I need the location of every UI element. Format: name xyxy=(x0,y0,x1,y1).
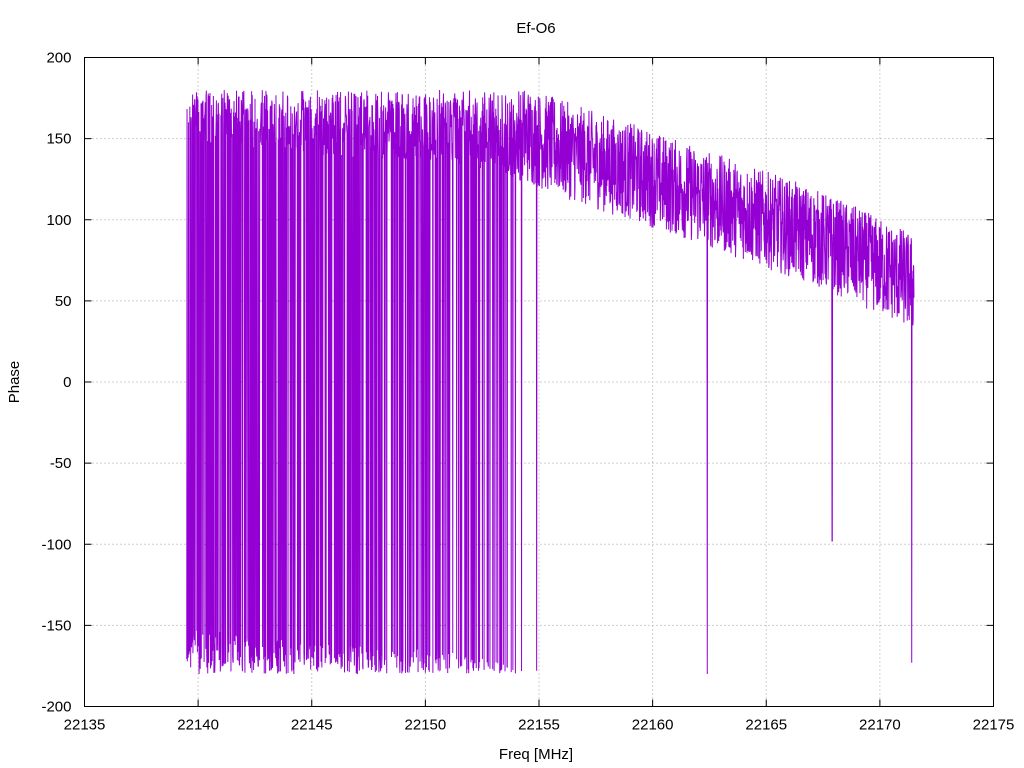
series-layer xyxy=(186,90,915,675)
x-tick-labels: 22135 22140 22145 22150 22155 22160 22165 22170… xyxy=(64,717,1015,734)
y-tick-label: 150 xyxy=(46,131,71,148)
y-tick-label: -200 xyxy=(41,699,71,716)
x-tick-label: 22145 xyxy=(291,717,333,734)
phase-series-line xyxy=(186,90,915,675)
chart-title: Ef-O6 xyxy=(516,20,555,37)
x-tick-label: 22175 xyxy=(973,717,1015,734)
x-tick-label: 22160 xyxy=(632,717,674,734)
y-tick-label: 0 xyxy=(63,374,71,391)
y-tick-label: 200 xyxy=(46,50,71,67)
y-tick-labels: -200 -150 -100 -50 0 50 100 150 200 xyxy=(41,50,71,716)
y-axis-label: Phase xyxy=(6,361,23,404)
x-axis-label: Freq [MHz] xyxy=(499,746,573,763)
axis-ticks xyxy=(84,57,994,707)
y-tick-label: 50 xyxy=(55,293,72,310)
x-tick-label: 22155 xyxy=(518,717,560,734)
x-tick-label: 22135 xyxy=(64,717,106,734)
y-tick-label: -150 xyxy=(41,617,71,634)
y-tick-label: -50 xyxy=(50,455,72,472)
x-tick-label: 22140 xyxy=(177,717,219,734)
y-tick-label: -100 xyxy=(41,536,71,553)
x-tick-label: 22165 xyxy=(745,717,787,734)
x-tick-label: 22150 xyxy=(405,717,447,734)
x-tick-label: 22170 xyxy=(859,717,901,734)
y-tick-label: 100 xyxy=(46,212,71,229)
